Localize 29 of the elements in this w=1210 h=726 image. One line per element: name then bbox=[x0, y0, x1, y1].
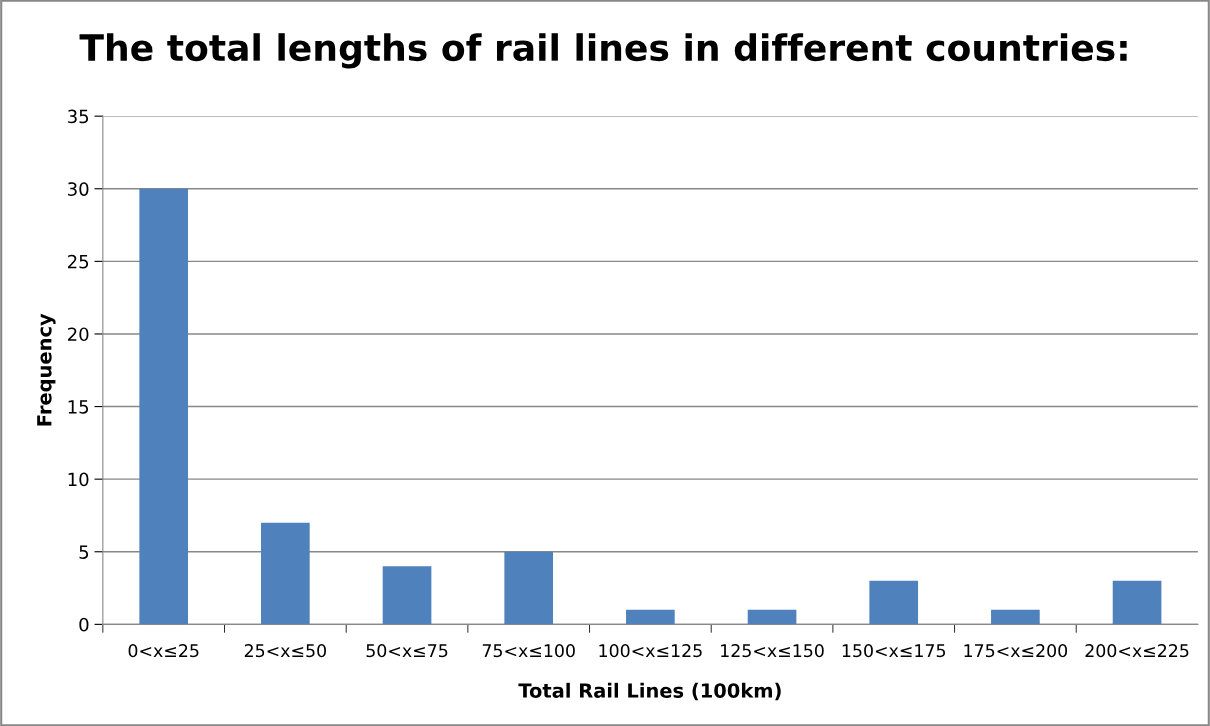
y-axis-title: Frequency bbox=[37, 313, 56, 426]
y-tick-label: 35 bbox=[68, 109, 89, 124]
y-tick-label: 15 bbox=[68, 400, 89, 414]
y-tick-label: 0 bbox=[79, 617, 89, 632]
bar bbox=[626, 609, 675, 625]
bar bbox=[139, 188, 189, 625]
x-tick-label: 50<x≤75 bbox=[366, 644, 448, 658]
y-tick-label: 25 bbox=[68, 254, 89, 269]
bar bbox=[869, 580, 919, 625]
bar bbox=[261, 522, 310, 625]
x-tick-label: 25<x≤50 bbox=[244, 644, 326, 658]
x-axis-title: Total Rail Lines (100km) bbox=[518, 682, 781, 701]
bar bbox=[747, 609, 797, 625]
x-tick-label: 125<x≤150 bbox=[721, 644, 824, 658]
chart-title: The total lengths of rail lines in different countries: bbox=[79, 33, 1127, 69]
y-tick-label: 30 bbox=[68, 182, 89, 196]
x-tick-label: 75<x≤100 bbox=[482, 644, 575, 658]
y-tick-label: 20 bbox=[68, 327, 89, 342]
bar bbox=[382, 566, 432, 625]
bar bbox=[1112, 580, 1162, 625]
bar bbox=[504, 551, 554, 625]
y-tick-label: 5 bbox=[79, 545, 89, 559]
y-tick-label: 10 bbox=[68, 472, 89, 487]
x-tick-label: 100<x≤125 bbox=[599, 644, 702, 658]
x-tick-label: 0<x≤25 bbox=[128, 644, 199, 658]
x-tick-label: 175<x≤200 bbox=[964, 644, 1068, 658]
x-tick-label: 150<x≤175 bbox=[842, 644, 946, 658]
x-tick-label: 200<x≤225 bbox=[1085, 644, 1189, 658]
bar bbox=[991, 609, 1040, 625]
